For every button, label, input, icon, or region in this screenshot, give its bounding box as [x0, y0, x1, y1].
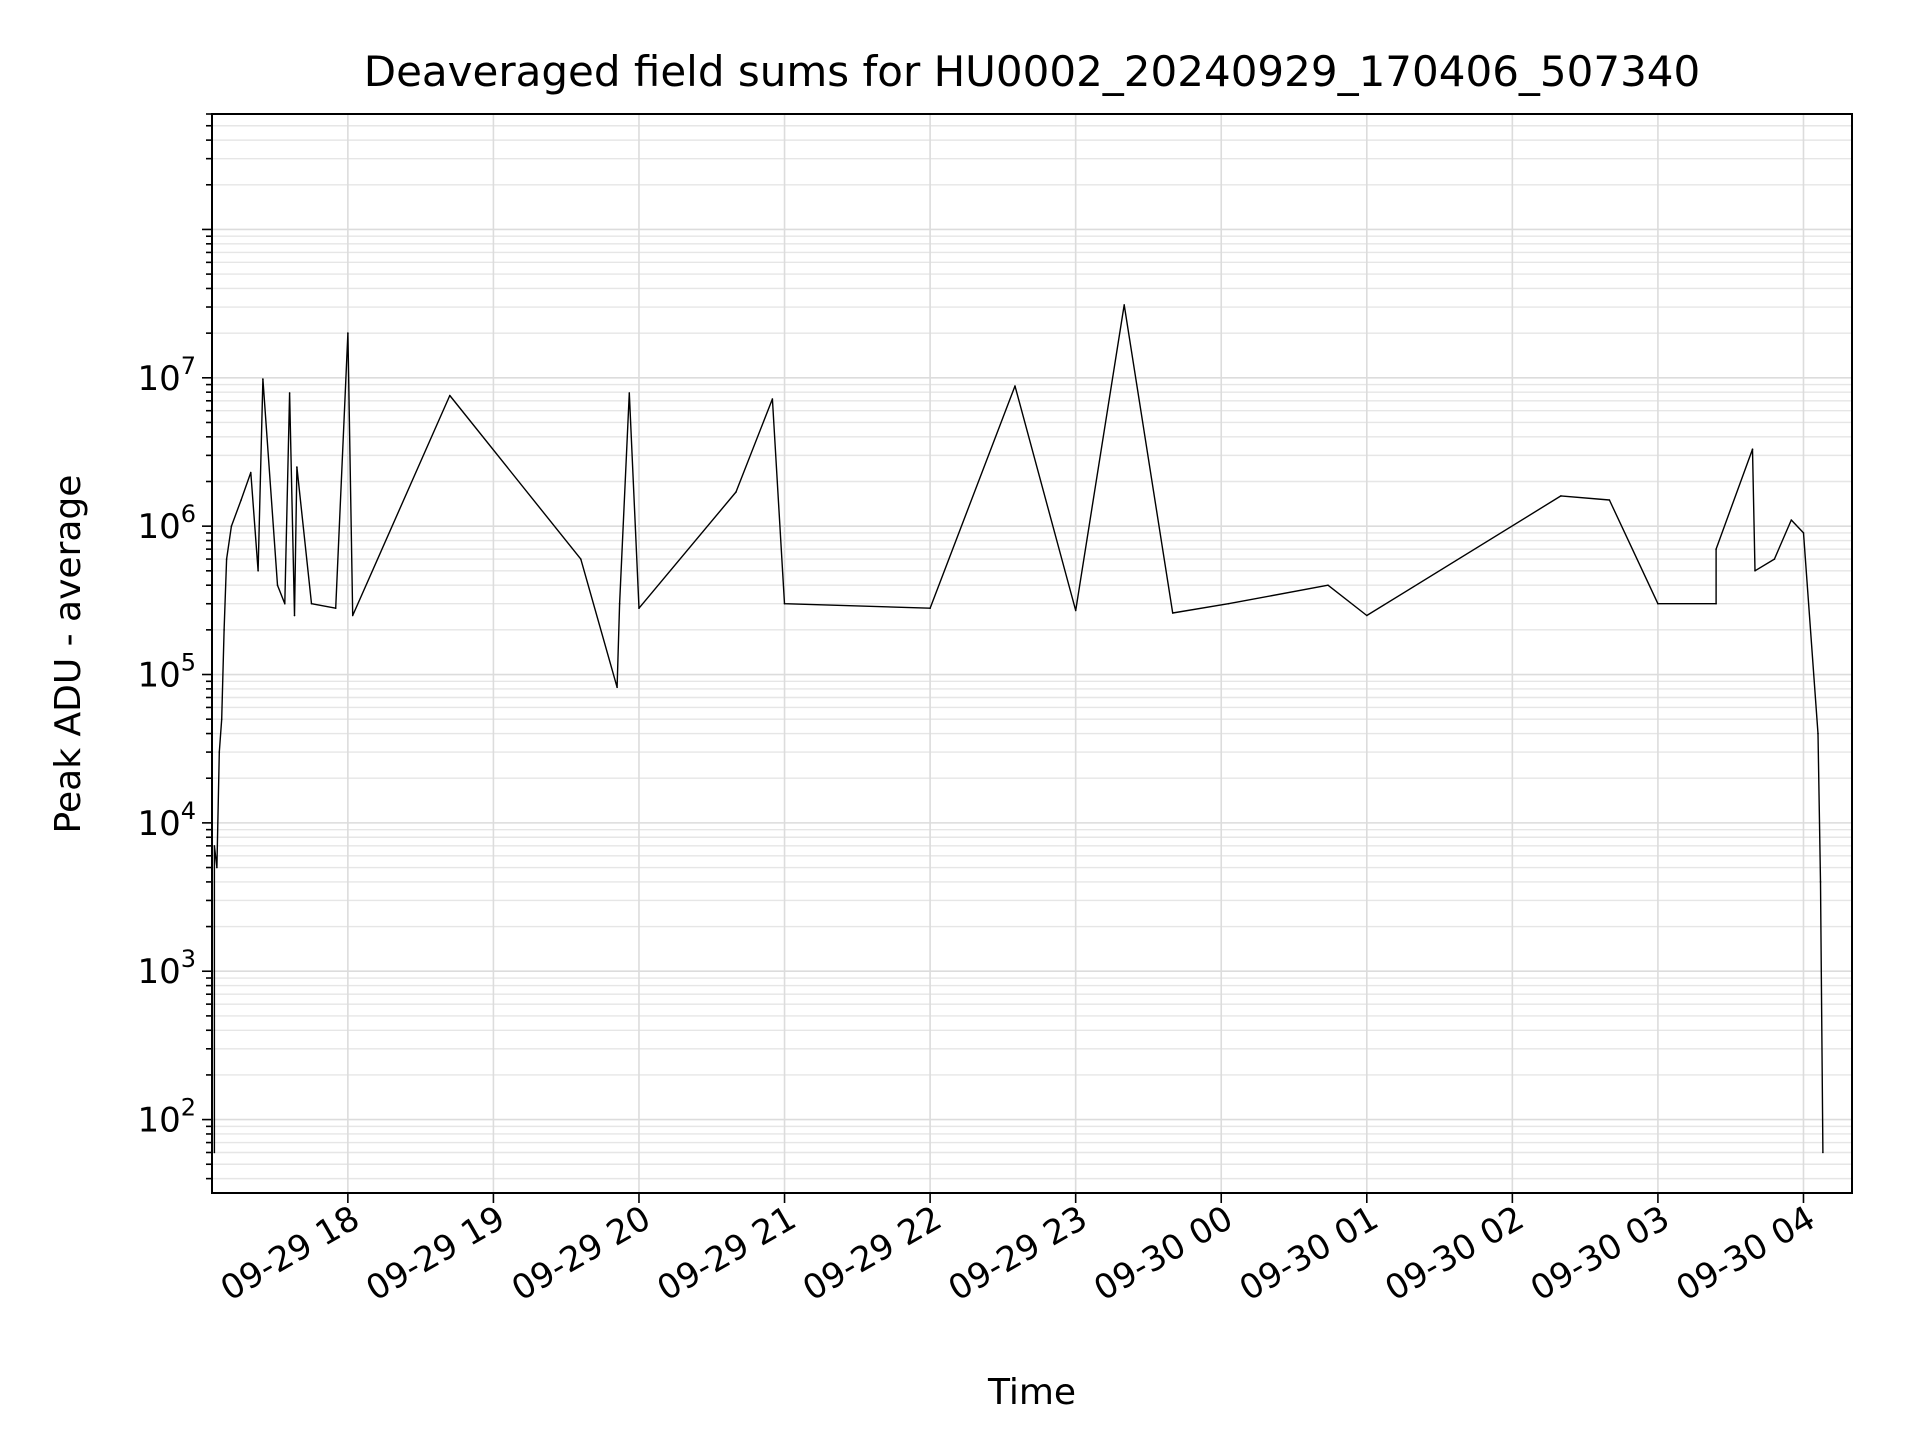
data-point — [1014, 385, 1016, 387]
data-point — [1560, 495, 1562, 497]
data-point — [1366, 614, 1368, 617]
data-point — [220, 718, 223, 720]
data-point — [230, 525, 233, 527]
data-point — [250, 471, 252, 474]
data-point — [351, 614, 354, 617]
data-point — [1817, 732, 1819, 735]
plot-frame — [211, 113, 1853, 1194]
y-tick-label: 106 — [137, 500, 196, 547]
data-point — [310, 602, 313, 605]
data-point — [225, 558, 228, 560]
data-point — [213, 1151, 216, 1154]
data-point — [276, 584, 279, 586]
data-point — [1715, 548, 1717, 550]
data-point — [449, 394, 451, 397]
y-axis-title: Peak ADU - average — [48, 475, 89, 834]
data-point — [638, 607, 640, 609]
data-point — [213, 845, 216, 847]
y-tick-label: 103 — [137, 945, 196, 992]
series-line — [213, 304, 1824, 1154]
data-point — [1754, 570, 1756, 572]
y-tick-label: 105 — [137, 649, 196, 696]
data-point — [771, 398, 774, 400]
data-point — [218, 751, 221, 753]
data-point — [929, 607, 931, 609]
data-point — [1227, 602, 1230, 605]
data-point — [1608, 499, 1611, 501]
data-point — [1123, 304, 1125, 306]
y-tick-label: 104 — [137, 797, 196, 844]
chart-title: Deaveraged field sums for HU0002_2024092… — [364, 47, 1701, 96]
grid — [212, 113, 1852, 1193]
data-point — [628, 392, 631, 394]
data-point — [262, 378, 264, 380]
data-point — [616, 686, 618, 689]
y-tick-label: 107 — [137, 352, 196, 399]
data-point — [580, 558, 582, 560]
data-point — [296, 466, 298, 468]
data-point — [735, 491, 737, 493]
data-point — [257, 570, 259, 572]
data-point — [1819, 881, 1822, 883]
data-point — [334, 607, 337, 609]
data-point — [1327, 584, 1329, 586]
data-point — [284, 602, 286, 605]
data-point — [783, 602, 786, 605]
data-point — [1171, 612, 1174, 614]
data-point — [1074, 609, 1077, 612]
data-point — [1802, 532, 1805, 534]
data-point — [618, 602, 621, 605]
data-point — [1657, 602, 1659, 605]
data-point — [223, 629, 225, 631]
data-point — [216, 866, 218, 869]
data-point — [293, 614, 296, 617]
data-point — [1773, 558, 1776, 560]
data-point — [240, 499, 242, 501]
y-tick-label: 102 — [137, 1094, 196, 1141]
data-point — [347, 332, 349, 334]
data-point — [1822, 1151, 1824, 1154]
data-point — [1751, 448, 1754, 451]
data-point — [288, 392, 291, 394]
x-axis-title: Time — [987, 1372, 1076, 1413]
data-point — [1790, 519, 1793, 521]
data-point — [1715, 602, 1717, 605]
